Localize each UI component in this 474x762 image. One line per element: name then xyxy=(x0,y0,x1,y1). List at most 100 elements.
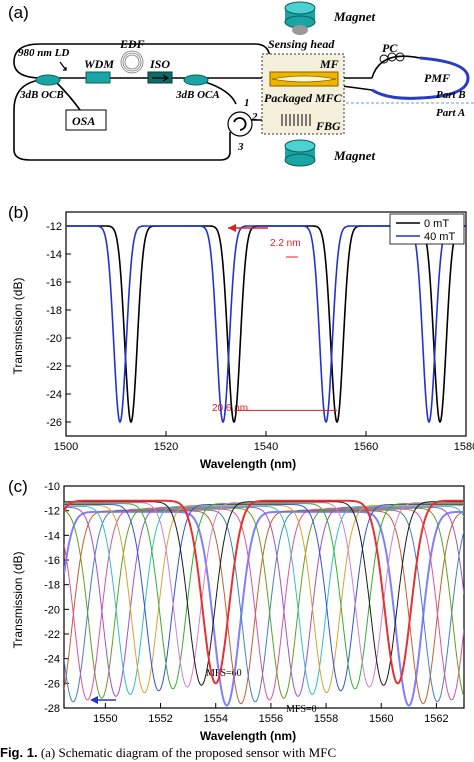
fiber-lines xyxy=(13,43,421,161)
chart-b-series-0 xyxy=(66,225,466,424)
chart-c-series-11 xyxy=(64,510,464,705)
edf-coil xyxy=(120,50,144,74)
chart-c-ytick-label: -18 xyxy=(44,580,60,592)
chart-b-arrowhead xyxy=(228,224,236,232)
chart-c-xtick-label: 1556 xyxy=(259,713,283,725)
chart-b-ytick-label: -24 xyxy=(46,389,62,401)
circulator-arrow-icon xyxy=(233,117,247,131)
port-3-label: 3 xyxy=(237,141,244,153)
magnet-bottom xyxy=(284,139,316,167)
chart-c-series-5 xyxy=(64,504,464,694)
chart-b-legend-entry: 40 mT xyxy=(424,231,455,243)
chart-b-ytick-label: -18 xyxy=(46,305,62,317)
oca-to-circulator xyxy=(204,81,237,105)
chart-b-ytick-label: -20 xyxy=(46,333,62,345)
edf-label: EDF xyxy=(119,37,145,51)
osa-box xyxy=(65,109,107,131)
chart-c-arrowhead xyxy=(90,696,98,704)
part-b-label: Part B xyxy=(436,89,466,101)
chart-c-ytick-label: -10 xyxy=(44,481,60,493)
sensing-head-label: Sensing head xyxy=(268,37,335,51)
upper-ring-fiber xyxy=(13,43,271,79)
panel-c-label: (c) xyxy=(8,477,28,496)
chart-b-plot-frame xyxy=(65,211,467,437)
chart-c-series-2 xyxy=(64,502,464,688)
chart-c-xtick-label: 1560 xyxy=(369,713,393,725)
chart-b-ytick-label: -14 xyxy=(46,249,62,261)
wdm-label: WDM xyxy=(84,57,114,71)
chart-c-series-0 xyxy=(64,499,464,685)
chart-c-ytick-label: -26 xyxy=(44,678,60,690)
circulator xyxy=(227,111,253,137)
wdm-block xyxy=(85,71,111,84)
port-1-label: 1 xyxy=(244,97,250,109)
chart-b-ylabel: Transmission (dB) xyxy=(11,278,25,375)
figure-caption: Fig. 1. (a) Schematic diagram of the pro… xyxy=(0,744,474,762)
caption-text: (a) Schematic diagram of the proposed se… xyxy=(40,745,337,760)
fbg-label: FBG xyxy=(315,119,341,133)
chart-c: (c) Wavelength (nm) Transmission (dB) MF… xyxy=(8,477,465,743)
ocb-coupler xyxy=(35,74,61,86)
chart-b-xtick-label: 1520 xyxy=(154,441,178,453)
chart-c-ytick-label: -14 xyxy=(44,530,60,542)
chart-c-xtick-label: 1558 xyxy=(314,713,338,725)
chart-c-series-7 xyxy=(64,506,464,697)
pc-label: PC xyxy=(382,41,398,55)
chart-b-legend-entry: 0 mT xyxy=(424,218,449,230)
chart-b-ytick-label: -22 xyxy=(46,361,62,373)
chart-c-series-6 xyxy=(64,505,464,695)
magnet-top-label: Magnet xyxy=(333,9,376,24)
part-a-label: Part A xyxy=(436,107,465,119)
chart-b: (b) Wavelength (nm) Transmission (dB) 2.… xyxy=(8,203,474,471)
chart-c-ylabel: Transmission (dB) xyxy=(11,552,25,649)
chart-b-xtick-label: 1580 xyxy=(454,441,474,453)
chart-c-xtick-label: 1552 xyxy=(148,713,172,725)
chart-c-annotation-mfs60: MFS=60 xyxy=(206,668,242,679)
chart-b-ytick-label: -16 xyxy=(46,277,62,289)
chart-c-ytick-label: -16 xyxy=(44,555,60,567)
chart-b-xtick-label: 1500 xyxy=(54,441,78,453)
panel-a-label: (a) xyxy=(8,3,29,22)
chart-c-xlabel: Wavelength (nm) xyxy=(200,729,296,743)
iso-arrow-icon xyxy=(152,74,170,82)
chart-c-ytick-label: -20 xyxy=(44,604,60,616)
chart-b-ytick-label: -26 xyxy=(46,417,62,429)
chart-c-annotation-mfs0: MFS=0 xyxy=(286,704,317,715)
mf-label: MF xyxy=(319,57,339,71)
chart-b-xlabel: Wavelength (nm) xyxy=(200,457,296,471)
chart-c-ytick-label: -22 xyxy=(44,629,60,641)
oca-coupler xyxy=(183,74,209,86)
lower-ring-fiber xyxy=(13,79,231,161)
packaged-mfc-label: Packaged MFC xyxy=(264,91,343,105)
chart-b-xtick-label: 1540 xyxy=(254,441,278,453)
chart-c-ytick-label: -12 xyxy=(44,506,60,518)
chart-c-series-12 xyxy=(64,510,464,707)
schematic-diagram: (a) PC PMF Part B Pa xyxy=(8,1,474,167)
magnet-top xyxy=(284,1,316,35)
oca-label: 3dB OCA xyxy=(175,89,220,101)
laser-label: 980 nm LD xyxy=(18,47,69,59)
schematic-panel: (a) PC PMF Part B Pa xyxy=(0,0,474,200)
chart-c-xtick-label: 1562 xyxy=(424,713,448,725)
ocb-to-osa xyxy=(55,81,81,111)
caption-label: Fig. 1. xyxy=(0,745,38,760)
iso-label: ISO xyxy=(149,57,170,71)
pmf-label: PMF xyxy=(424,71,450,85)
packaged-mfc-box xyxy=(261,53,345,135)
laser-arrow-icon xyxy=(59,61,67,71)
chart-c-series-9 xyxy=(64,508,464,701)
pc-coils xyxy=(379,52,405,64)
chart-b-series-1 xyxy=(66,225,466,424)
fbg-grating xyxy=(281,114,311,126)
pmf-loop xyxy=(371,56,470,100)
chart-c-series-3 xyxy=(64,503,464,690)
chart-b-annotation-shift: 2.2 nm xyxy=(270,238,301,249)
chart-c-series-8 xyxy=(64,507,464,699)
chart-b-annotation-period: 20.6 nm xyxy=(212,403,248,414)
chart-c-ytick-label: -28 xyxy=(44,703,60,715)
chart-c-series-10 xyxy=(64,509,464,703)
ocb-label: 3dB OCB xyxy=(19,89,64,101)
chart-c-plot-frame xyxy=(63,485,465,709)
chart-c-xtick-label: 1550 xyxy=(93,713,117,725)
